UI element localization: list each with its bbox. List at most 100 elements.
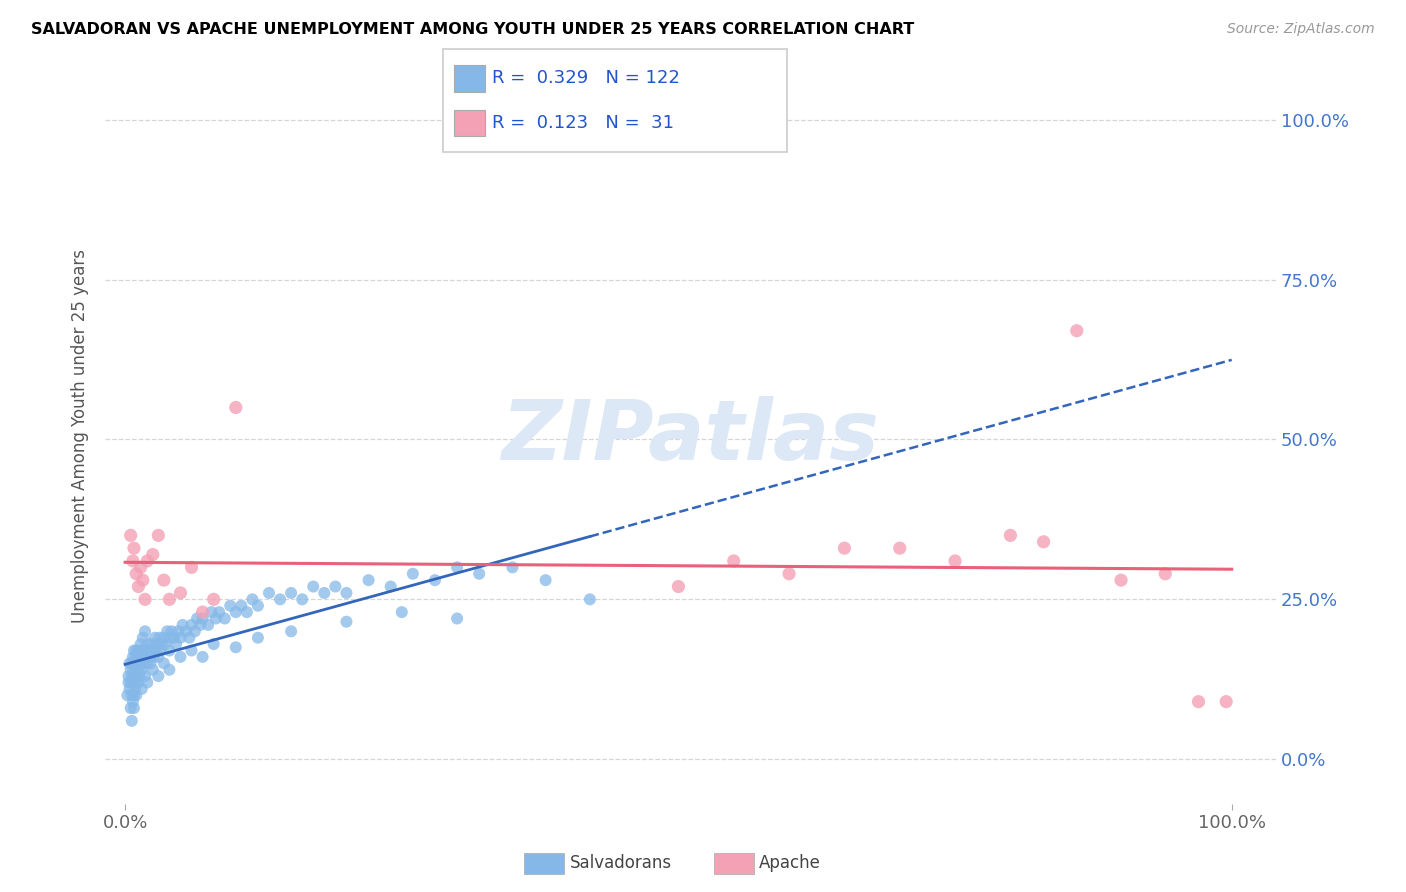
Point (142, 663, 165, 677)
Point (125, 675, 148, 690)
Point (380, 580, 402, 594)
Point (200, 605, 222, 619)
Point (778, 566, 800, 581)
Point (132, 631, 155, 645)
Point (335, 615, 357, 629)
Point (142, 643, 165, 657)
Point (142, 649, 165, 664)
Point (148, 649, 170, 664)
Point (127, 580, 149, 594)
Point (357, 573, 380, 587)
Point (172, 618, 194, 632)
Point (205, 611, 228, 625)
Point (136, 637, 159, 651)
Point (534, 573, 557, 587)
Point (280, 624, 302, 639)
Point (191, 611, 214, 625)
Point (134, 592, 156, 607)
Point (943, 554, 966, 568)
Point (291, 592, 314, 607)
Point (131, 681, 153, 696)
Text: ZIPatlas: ZIPatlas (502, 396, 880, 476)
Point (668, 580, 690, 594)
Point (127, 669, 149, 683)
Text: Salvadorans: Salvadorans (569, 855, 672, 872)
Point (136, 554, 159, 568)
Point (723, 554, 745, 568)
Point (501, 560, 523, 574)
Point (191, 605, 214, 619)
Point (236, 605, 259, 619)
Point (142, 548, 165, 562)
Point (202, 637, 225, 651)
Point (148, 669, 170, 683)
Point (150, 637, 173, 651)
Point (118, 657, 141, 671)
Point (314, 586, 336, 600)
Point (225, 640, 247, 655)
Point (124, 681, 146, 696)
Point (1187, 695, 1209, 709)
Point (131, 663, 153, 677)
Point (121, 714, 143, 728)
Point (122, 554, 145, 568)
Point (122, 541, 145, 556)
Point (153, 631, 176, 645)
Point (159, 631, 181, 645)
Point (122, 675, 145, 690)
Point (190, 618, 212, 632)
Point (242, 592, 264, 607)
Point (446, 560, 468, 574)
Point (325, 580, 347, 594)
Text: SALVADORAN VS APACHE UNEMPLOYMENT AMONG YOUTH UNDER 25 YEARS CORRELATION CHART: SALVADORAN VS APACHE UNEMPLOYMENT AMONG … (31, 22, 914, 37)
Text: Apache: Apache (759, 855, 821, 872)
Point (157, 643, 180, 657)
Point (180, 643, 202, 657)
Point (128, 669, 150, 683)
Point (180, 618, 202, 632)
Point (135, 649, 157, 664)
Point (579, 592, 602, 607)
Point (117, 675, 139, 690)
Point (120, 528, 142, 542)
Point (302, 580, 325, 594)
Point (127, 663, 149, 677)
Point (122, 701, 145, 715)
Point (402, 566, 425, 581)
Point (202, 592, 225, 607)
Point (143, 631, 166, 645)
Point (117, 688, 139, 702)
Point (169, 649, 191, 664)
Point (1032, 534, 1054, 549)
Point (145, 643, 167, 657)
Point (122, 695, 145, 709)
Point (169, 631, 191, 645)
Point (127, 649, 149, 664)
Point (141, 637, 163, 651)
Point (128, 649, 150, 664)
Point (132, 649, 155, 664)
Point (120, 701, 142, 715)
Point (180, 560, 202, 574)
Point (156, 624, 179, 639)
Point (246, 599, 269, 613)
Point (157, 663, 180, 677)
Point (889, 541, 911, 556)
Point (184, 624, 207, 639)
Point (153, 637, 176, 651)
Point (117, 669, 139, 683)
Point (391, 605, 413, 619)
Point (191, 649, 214, 664)
Point (127, 643, 149, 657)
Point (121, 688, 143, 702)
Point (157, 592, 180, 607)
Point (468, 566, 491, 581)
Point (132, 573, 155, 587)
Point (146, 637, 169, 651)
Point (122, 688, 145, 702)
Point (122, 669, 145, 683)
Point (129, 657, 152, 671)
Point (179, 631, 201, 645)
Point (280, 586, 302, 600)
Point (132, 657, 155, 671)
